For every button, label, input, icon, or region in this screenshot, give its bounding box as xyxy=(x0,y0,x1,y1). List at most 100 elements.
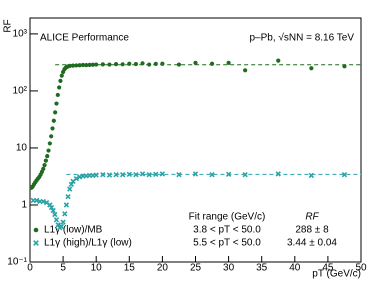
legend-header: Fit range (GeV/c) xyxy=(189,212,266,223)
legend-fit-range: 5.5 < pT < 50.0 xyxy=(193,238,261,249)
data-point xyxy=(33,197,40,204)
data-point xyxy=(126,171,132,177)
data-point xyxy=(94,62,99,67)
legend-marker xyxy=(33,240,39,246)
data-point xyxy=(77,63,82,68)
data-point xyxy=(51,118,56,123)
data-point xyxy=(133,61,139,67)
data-point xyxy=(65,193,71,200)
data-point xyxy=(84,63,89,68)
data-point xyxy=(93,172,99,178)
data-point xyxy=(63,202,70,208)
data-point xyxy=(70,63,76,68)
y-tick-label: 10⁻¹ xyxy=(7,257,27,268)
data-point xyxy=(176,62,182,67)
data-point xyxy=(45,153,50,159)
data-point xyxy=(68,181,75,188)
data-point xyxy=(58,78,63,83)
data-point xyxy=(41,166,46,171)
x-tick-label: 40 xyxy=(289,263,301,274)
data-point xyxy=(192,171,199,177)
legend-header: RF xyxy=(305,212,319,223)
data-point xyxy=(40,198,46,205)
x-tick-label: 5 xyxy=(60,263,66,274)
data-point xyxy=(133,172,139,178)
x-tick-label: 15 xyxy=(124,263,136,274)
data-point xyxy=(52,211,58,218)
data-point xyxy=(139,171,146,177)
data-point xyxy=(159,171,166,177)
x-axis-label: pT (GeV/c) xyxy=(312,269,361,280)
data-point xyxy=(342,64,347,69)
data-point xyxy=(341,172,348,178)
data-point xyxy=(127,61,132,66)
legend-fit-value: 288 ± 8 xyxy=(295,225,329,236)
data-point xyxy=(60,219,66,225)
data-point xyxy=(67,186,73,192)
data-point xyxy=(275,171,281,177)
data-point xyxy=(242,172,248,178)
y-tick-label: 1 xyxy=(21,200,27,211)
data-point xyxy=(57,85,62,90)
x-tick-label: 25 xyxy=(190,263,202,274)
data-point xyxy=(309,66,314,71)
data-point xyxy=(308,172,315,179)
data-point xyxy=(50,207,56,214)
data-point xyxy=(113,62,119,67)
legend-label: L1γ (high)/L1γ (low) xyxy=(44,238,132,249)
annotation: ALICE Performance xyxy=(40,33,129,44)
x-tick-label: 30 xyxy=(223,263,235,274)
data-point xyxy=(276,58,281,63)
data-point xyxy=(140,61,145,66)
legend-fit-range: 3.8 < pT < 50.0 xyxy=(193,225,261,236)
x-tick-label: 0 xyxy=(27,263,33,274)
data-point xyxy=(53,217,60,223)
data-point xyxy=(67,63,72,68)
data-point xyxy=(146,172,152,178)
data-point xyxy=(153,61,158,66)
data-point xyxy=(193,60,198,66)
data-point xyxy=(47,141,52,146)
x-tick-label: 50 xyxy=(355,263,367,274)
legend-label: L1γ (low)/MB xyxy=(44,225,103,236)
data-point xyxy=(54,101,59,106)
data-point xyxy=(50,126,55,131)
data-point xyxy=(153,171,159,177)
data-point xyxy=(107,62,112,67)
data-point xyxy=(225,171,232,177)
data-point xyxy=(46,148,51,153)
legend-marker xyxy=(33,227,39,233)
y-tick-label: 10 xyxy=(16,143,28,154)
data-point xyxy=(160,61,165,66)
data-point xyxy=(48,204,55,211)
x-tick-label: 45 xyxy=(322,263,334,274)
data-point xyxy=(87,62,92,67)
y-axis-label: RF xyxy=(3,19,14,32)
data-point xyxy=(226,60,231,66)
data-point xyxy=(100,62,105,67)
data-point xyxy=(43,158,48,163)
data-point xyxy=(120,172,126,178)
data-point xyxy=(74,63,79,68)
data-point xyxy=(147,62,152,67)
legend-fit-value: 3.44 ± 0.04 xyxy=(287,238,337,249)
data-point xyxy=(100,172,106,178)
data-point xyxy=(106,172,113,178)
data-point xyxy=(59,73,64,78)
data-point xyxy=(55,92,60,98)
data-point xyxy=(243,68,248,73)
data-point xyxy=(53,110,58,115)
data-point xyxy=(42,163,47,168)
data-point xyxy=(49,134,54,139)
x-tick-label: 35 xyxy=(256,263,268,274)
data-point xyxy=(58,223,65,230)
y-tick-label: 10² xyxy=(13,86,28,97)
y-tick-label: 10³ xyxy=(13,29,28,40)
data-point xyxy=(62,211,68,217)
data-point xyxy=(209,172,215,178)
data-point xyxy=(209,61,215,66)
data-point xyxy=(73,175,80,182)
data-point xyxy=(120,62,125,67)
data-point xyxy=(80,62,86,68)
